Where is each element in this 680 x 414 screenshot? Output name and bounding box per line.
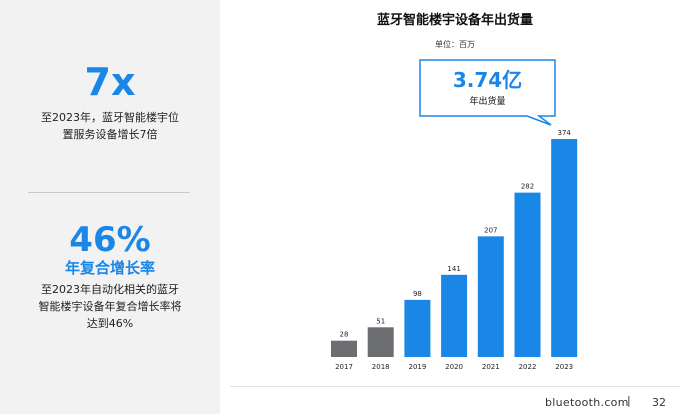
bar-value-label-2023: 374 xyxy=(558,129,572,137)
x-tick-label-2022: 2022 xyxy=(519,363,537,371)
stat-cagr-value: 46% xyxy=(69,220,151,260)
x-tick-label-2021: 2021 xyxy=(482,363,500,371)
x-tick-label-2020: 2020 xyxy=(445,363,463,371)
x-tick-label-2019: 2019 xyxy=(408,363,426,371)
footer-divider xyxy=(230,386,680,387)
bar-2023 xyxy=(551,139,578,357)
x-tick-label-2023: 2023 xyxy=(555,363,573,371)
bar-2021 xyxy=(477,236,504,357)
x-tick-label-2018: 2018 xyxy=(372,363,390,371)
bar-value-label-2022: 282 xyxy=(521,183,534,191)
stat-cagr-label: 年复合增长率 xyxy=(64,259,155,277)
stat-growth-desc-line2: 置服务设备增长7倍 xyxy=(62,128,158,141)
bar-2018 xyxy=(367,327,394,357)
chart-title: 蓝牙智能楼宇设备年出货量 xyxy=(376,13,533,28)
footer-brand-link[interactable]: bluetooth.com xyxy=(545,396,629,409)
chart-unit-label: 单位：百万 xyxy=(435,40,475,49)
bar-2020 xyxy=(441,274,468,357)
page-number: 32 xyxy=(652,396,666,409)
callout-label: 年出货量 xyxy=(469,95,505,107)
bar-value-label-2021: 207 xyxy=(484,226,497,234)
stat-growth-multiple: 7x xyxy=(84,60,136,104)
bar-value-label-2019: 98 xyxy=(413,290,422,298)
stat-growth-desc-line1: 至2023年，蓝牙智能楼宇位 xyxy=(41,111,179,124)
stat-cagr-desc-line3: 达到46% xyxy=(86,317,134,330)
left-divider xyxy=(28,192,190,193)
bar-value-label-2020: 141 xyxy=(447,265,460,273)
x-tick-label-2017: 2017 xyxy=(335,363,353,371)
callout-value: 3.74亿 xyxy=(453,68,522,92)
bar-2019 xyxy=(404,299,431,357)
bar-value-label-2018: 51 xyxy=(376,317,385,325)
callout-box xyxy=(419,59,556,126)
footer-separator: | xyxy=(627,394,631,407)
bar-2022 xyxy=(514,192,541,357)
bar-value-label-2017: 28 xyxy=(340,331,349,339)
stat-cagr-desc-line2: 智能楼宇设备年复合增长率将 xyxy=(38,300,182,313)
stat-cagr-desc-line1: 至2023年自动化相关的蓝牙 xyxy=(41,283,179,296)
bar-2017 xyxy=(331,340,357,357)
left-stats-panel: 7x 至2023年，蓝牙智能楼宇位 置服务设备增长7倍 46% 年复合增长率 至… xyxy=(0,0,220,414)
